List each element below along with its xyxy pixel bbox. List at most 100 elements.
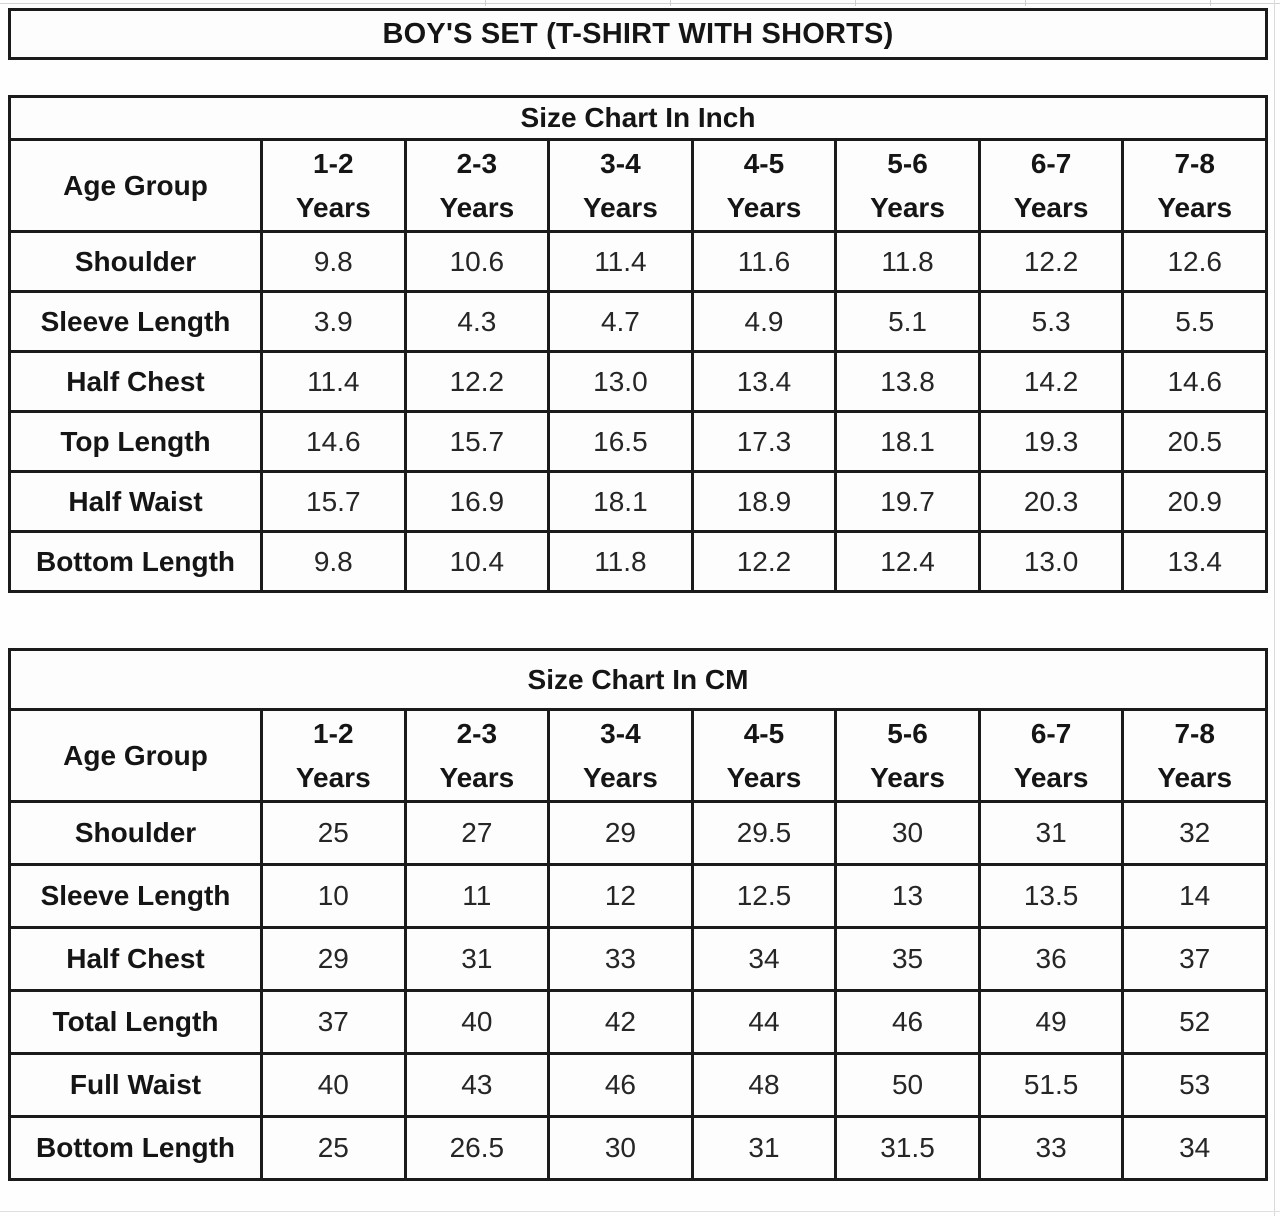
measurement-cell: 5.1 [834, 290, 981, 353]
table-caption-row: Size Chart In Inch [8, 95, 1268, 141]
column-header-row: Age Group 1-2 Years 2-3 Years 3-4 Years 4-5… [8, 138, 1268, 233]
age-range: 7-8 [1174, 717, 1215, 749]
measurement-cell: 3.9 [260, 290, 407, 353]
spreadsheet-gridline-bottom [0, 1211, 1280, 1212]
measurement-cell: 11 [403, 863, 551, 929]
measurement-cell: 4.9 [690, 290, 838, 353]
measurement-cell: 29 [547, 800, 694, 866]
years-label: Years [870, 761, 945, 793]
measurement-cell: 12 [547, 863, 694, 929]
measurement-cell: 31 [403, 926, 551, 992]
measurement-cell: 25 [260, 1115, 407, 1181]
title-bar: BOY'S SET (T-SHIRT WITH SHORTS) [8, 8, 1268, 60]
measurement-cell: 16.9 [403, 470, 551, 533]
column-header: 5-6 Years [834, 708, 981, 803]
age-range: 5-6 [887, 147, 928, 179]
row-label: Bottom Length [8, 530, 263, 593]
table-row-half-chest: Half Chest 11.4 12.2 13.0 13.4 13.8 14.2… [8, 350, 1268, 413]
table-row-sleeve-length: Sleeve Length 3.9 4.3 4.7 4.9 5.1 5.3 5.… [8, 290, 1268, 353]
table-row-bottom-length: Bottom Length 9.8 10.4 11.8 12.2 12.4 13… [8, 530, 1268, 593]
column-header: 2-3 Years [403, 708, 551, 803]
age-group-corner-header: Age Group [8, 708, 263, 803]
measurement-cell: 32 [1121, 800, 1268, 866]
measurement-cell: 33 [977, 1115, 1125, 1181]
measurement-cell: 19.3 [977, 410, 1125, 473]
size-chart-cm-table: Size Chart In CM Age Group 1-2 Years 2-3 Y… [8, 648, 1268, 1181]
measurement-cell: 29 [260, 926, 407, 992]
age-range: 1-2 [313, 147, 354, 179]
measurement-cell: 14.2 [977, 350, 1125, 413]
measurement-cell: 43 [403, 1052, 551, 1118]
measurement-cell: 4.7 [547, 290, 694, 353]
table-caption-row: Size Chart In CM [8, 648, 1268, 711]
age-range: 7-8 [1174, 147, 1215, 179]
age-range: 6-7 [1030, 147, 1072, 179]
years-label: Years [583, 191, 658, 223]
measurement-cell: 20.9 [1121, 470, 1268, 533]
measurement-cell: 11.8 [547, 530, 694, 593]
column-header-row: Age Group 1-2 Years 2-3 Years 3-4 Years 4-5… [8, 708, 1268, 803]
table-row-total-length: Total Length 37 40 42 44 46 49 52 [8, 989, 1268, 1055]
table-row-shoulder: Shoulder 9.8 10.6 11.4 11.6 11.8 12.2 12… [8, 230, 1268, 293]
row-label: Half Chest [8, 350, 263, 413]
row-label: Shoulder [8, 230, 263, 293]
age-range: 2-3 [456, 147, 498, 179]
age-range: 2-3 [456, 717, 498, 749]
measurement-cell: 18.1 [547, 470, 694, 533]
age-range: 3-4 [600, 717, 641, 749]
measurement-cell: 34 [1121, 1115, 1268, 1181]
years-label: Years [439, 761, 515, 793]
row-label: Sleeve Length [8, 290, 263, 353]
row-label: Full Waist [8, 1052, 263, 1118]
measurement-cell: 4.3 [403, 290, 551, 353]
measurement-cell: 27 [403, 800, 551, 866]
measurement-cell: 37 [1121, 926, 1268, 992]
spreadsheet-gridline-right [1274, 0, 1275, 1216]
measurement-cell: 18.1 [834, 410, 981, 473]
measurement-cell: 20.3 [977, 470, 1125, 533]
measurement-cell: 12.2 [690, 530, 838, 593]
column-header: 6-7 Years [977, 708, 1125, 803]
measurement-cell: 49 [977, 989, 1125, 1055]
measurement-cell: 31 [690, 1115, 838, 1181]
age-group-corner-header: Age Group [8, 138, 263, 233]
measurement-cell: 13.8 [834, 350, 981, 413]
measurement-cell: 20.5 [1121, 410, 1268, 473]
age-range: 4-5 [743, 147, 785, 179]
column-header: 7-8 Years [1121, 138, 1268, 233]
measurement-cell: 13.4 [690, 350, 838, 413]
years-label: Years [295, 761, 371, 793]
measurement-cell: 46 [547, 1052, 694, 1118]
table-row-top-length: Top Length 14.6 15.7 16.5 17.3 18.1 19.3… [8, 410, 1268, 473]
measurement-cell: 10.4 [403, 530, 551, 593]
measurement-cell: 10 [260, 863, 407, 929]
row-label: Half Chest [8, 926, 263, 992]
measurement-cell: 52 [1121, 989, 1268, 1055]
table-row-bottom-length: Bottom Length 25 26.5 30 31 31.5 33 34 [8, 1115, 1268, 1181]
measurement-cell: 13.0 [547, 350, 694, 413]
size-chart-inch-table: Size Chart In Inch Age Group 1-2 Years 2-… [8, 95, 1268, 593]
column-header: 7-8 Years [1121, 708, 1268, 803]
measurement-cell: 14 [1121, 863, 1268, 929]
years-label: Years [1013, 191, 1089, 223]
column-header: 2-3 Years [403, 138, 551, 233]
measurement-cell: 14.6 [260, 410, 407, 473]
years-label: Years [726, 191, 802, 223]
measurement-cell: 42 [547, 989, 694, 1055]
measurement-cell: 37 [260, 989, 407, 1055]
years-label: Years [583, 761, 658, 793]
measurement-cell: 5.3 [977, 290, 1125, 353]
measurement-cell: 11.6 [690, 230, 838, 293]
page-title: BOY'S SET (T-SHIRT WITH SHORTS) [382, 17, 894, 50]
measurement-cell: 18.9 [690, 470, 838, 533]
column-header: 4-5 Years [690, 138, 838, 233]
column-header: 6-7 Years [977, 138, 1125, 233]
column-header: 3-4 Years [547, 138, 694, 233]
age-range: 5-6 [887, 717, 928, 749]
row-label: Half Waist [8, 470, 263, 533]
measurement-cell: 10.6 [403, 230, 551, 293]
measurement-cell: 30 [834, 800, 981, 866]
measurement-cell: 33 [547, 926, 694, 992]
measurement-cell: 11.4 [547, 230, 694, 293]
